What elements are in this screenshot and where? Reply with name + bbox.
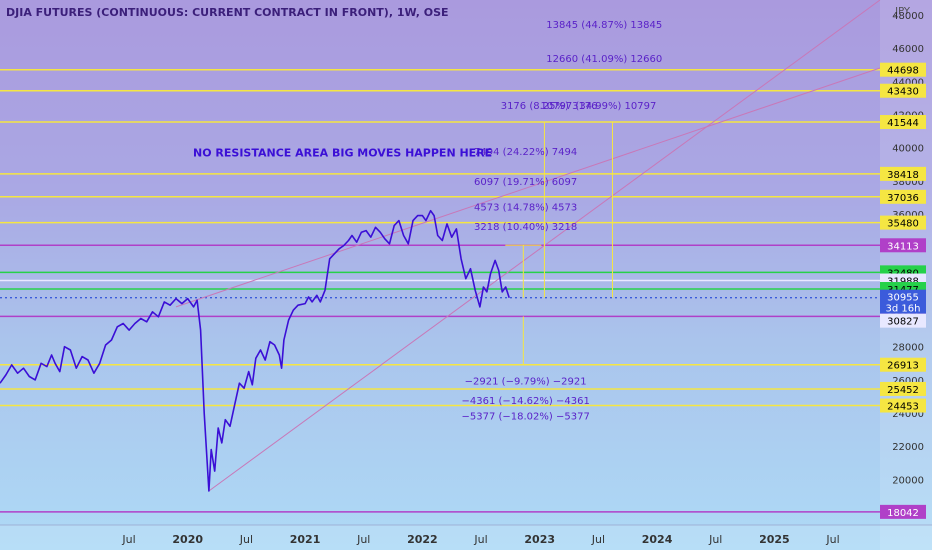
current-price-badge-text: 30955 [887,293,919,304]
annotation-6: 4573 (14.78%) 4573 [474,202,577,213]
time-axis-area [0,525,932,550]
level-badge-43430-bg [880,83,926,98]
extra-price-badge-bg [880,313,926,328]
y-tick-label-22000: 22000 [892,442,924,453]
x-tick-label-Jul-2020.5: Jul [239,533,253,546]
y-tick-label-40000: 40000 [892,144,924,155]
level-badge-24453-text: 24453 [887,402,919,413]
level-badge-35480-text: 35480 [887,219,919,230]
trendline-1 [175,67,881,308]
chart-title: DJIA FUTURES (CONTINUOUS: CURRENT CONTRA… [6,6,449,19]
level-badge-38418-text: 38418 [887,170,919,181]
annotation-5: 6097 (19.71%) 6097 [474,177,577,188]
annotation-7: 3218 (10.40%) 3218 [474,222,577,233]
level-badge-26913-bg [880,357,926,372]
y-tick-label-20000: 20000 [892,475,924,486]
annotation-2: 3176 (8.25%) 3176 [501,101,598,112]
annotation-1: 12660 (41.09%) 12660 [546,54,662,65]
x-tick-label-2020-2020: 2020 [172,533,203,546]
y-tick-label-44000: 44000 [892,77,924,88]
level-badge-18042-text: 18042 [887,508,919,519]
x-tick-label-2024-2024: 2024 [642,533,673,546]
x-tick-label-2021-2021: 2021 [290,533,321,546]
level-badge-34113-bg [880,238,926,253]
extra-price-badge-text: 30827 [887,317,919,328]
annotation-11: NO RESISTANCE AREA BIG MOVES HAPPEN HERE [193,147,492,160]
countdown-text: 3d 16h [886,304,921,315]
level-badge-24453-bg [880,398,926,413]
annotation-4: 7494 (24.22%) 7494 [474,147,577,158]
x-tick-label-Jul-2019.5: Jul [121,533,135,546]
y-tick-label-48000: 48000 [892,11,924,22]
level-badge-34113-text: 34113 [887,241,919,252]
x-tick-label-Jul-2024.5: Jul [708,533,722,546]
y-tick-label-26000: 26000 [892,376,924,387]
y-tick-label-46000: 46000 [892,44,924,55]
level-badge-44698-text: 44698 [887,66,919,77]
level-badge-25452-bg [880,381,926,396]
level-badge-43430-text: 43430 [887,87,919,98]
level-badge-37036-text: 37036 [887,193,919,204]
x-tick-label-2025-2025: 2025 [759,533,790,546]
y-tick-label-36000: 36000 [892,210,924,221]
y-tick-label-24000: 24000 [892,409,924,420]
level-badge-41544-text: 41544 [887,118,919,129]
current-price-badge-bg [880,289,926,314]
level-badge-35480-bg [880,215,926,230]
annotation-8: −2921 (−9.79%) −2921 [465,377,587,388]
annotation-9: −4361 (−14.62%) −4361 [461,396,589,407]
x-tick-label-Jul-2021.5: Jul [356,533,370,546]
x-tick-label-Jul-2023.5: Jul [591,533,605,546]
x-tick-label-2023-2023: 2023 [524,533,555,546]
annotation-3: 10797 (34.99%) 10797 [540,101,656,112]
level-badge-37036-bg [880,189,926,204]
x-tick-label-2022-2022: 2022 [407,533,438,546]
price-series-line [0,209,510,492]
level-badge-18042-bg [880,504,926,519]
level-badge-25452-text: 25452 [887,385,919,396]
annotation-10: −5377 (−18.02%) −5377 [461,411,589,422]
y-tick-label-28000: 28000 [892,343,924,354]
level-badge-44698-bg [880,62,926,77]
level-badge-38418-bg [880,166,926,181]
level-badge-41544-bg [880,115,926,130]
x-tick-label-Jul-2025.5: Jul [825,533,839,546]
y-tick-label-38000: 38000 [892,177,924,188]
currency-label: JPY [895,6,910,17]
annotation-0: 13845 (44.87%) 13845 [546,20,662,31]
level-badge-26913-text: 26913 [887,361,919,372]
x-tick-label-Jul-2022.5: Jul [473,533,487,546]
